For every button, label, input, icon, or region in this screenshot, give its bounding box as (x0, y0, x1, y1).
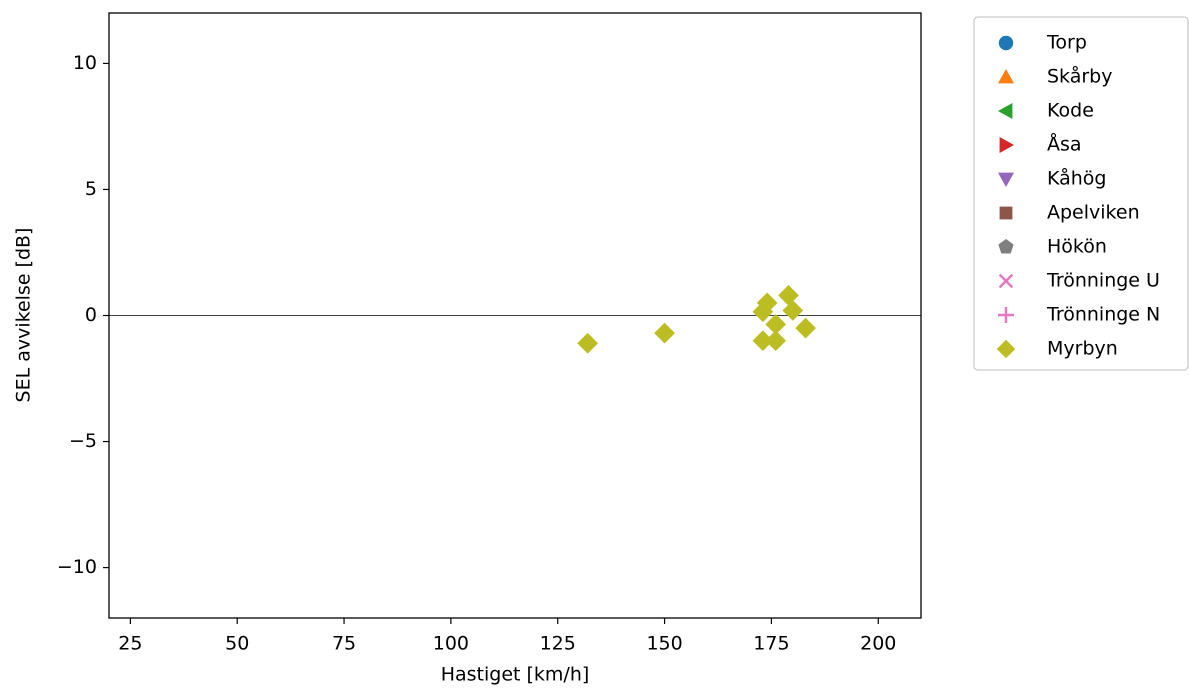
legend-label: Trönninge U (1046, 270, 1160, 292)
y-tick-label: −5 (69, 430, 97, 452)
legend-marker (998, 69, 1014, 84)
scatter-point (654, 322, 675, 344)
legend-marker (999, 206, 1013, 220)
x-tick-label: 200 (860, 633, 896, 655)
legend-label: Hökön (1047, 236, 1107, 258)
x-axis-label: Hastiget [km/h] (441, 664, 590, 686)
legend-marker (998, 172, 1014, 187)
legend-label: Åsa (1047, 133, 1082, 156)
legend-label: Skårby (1047, 65, 1113, 88)
legend-marker (998, 35, 1014, 51)
scatter-point (752, 330, 774, 352)
legend-label: Trönninge N (1046, 304, 1160, 326)
x-tick-label: 150 (646, 633, 682, 655)
y-tick-label: −10 (57, 556, 97, 578)
x-tick-label: 25 (118, 633, 142, 655)
scatter-point (778, 284, 799, 306)
legend-label: Apelviken (1047, 202, 1140, 224)
scatter-point (795, 317, 816, 339)
y-tick-label: 10 (73, 52, 97, 74)
scatter-point (577, 332, 599, 354)
legend-marker (996, 339, 1016, 359)
legend-marker (999, 137, 1014, 153)
x-tick-label: 125 (540, 633, 576, 655)
legend-marker (998, 273, 1014, 289)
legend-label: Myrbyn (1047, 338, 1118, 360)
legend-label: Kode (1047, 100, 1094, 122)
legend-marker (998, 239, 1014, 254)
legend-marker (998, 103, 1013, 119)
scatter-point (765, 330, 787, 352)
scatter-point (782, 300, 804, 321)
y-axis-label: SEL avvikelse [dB] (13, 228, 35, 403)
y-tick-label: 0 (85, 304, 97, 326)
y-tick-label: 5 (85, 178, 97, 200)
x-tick-label: 75 (332, 633, 356, 655)
legend-box (973, 16, 1189, 371)
legend-label: Torp (1046, 32, 1087, 54)
x-tick-label: 175 (753, 633, 789, 655)
scatter-point (756, 292, 778, 314)
x-tick-label: 100 (433, 633, 469, 655)
legend-label: Kåhög (1047, 167, 1107, 190)
x-tick-label: 50 (225, 633, 249, 655)
scatter-point (765, 313, 787, 335)
scatter-point (752, 301, 774, 323)
legend-marker (998, 307, 1014, 323)
